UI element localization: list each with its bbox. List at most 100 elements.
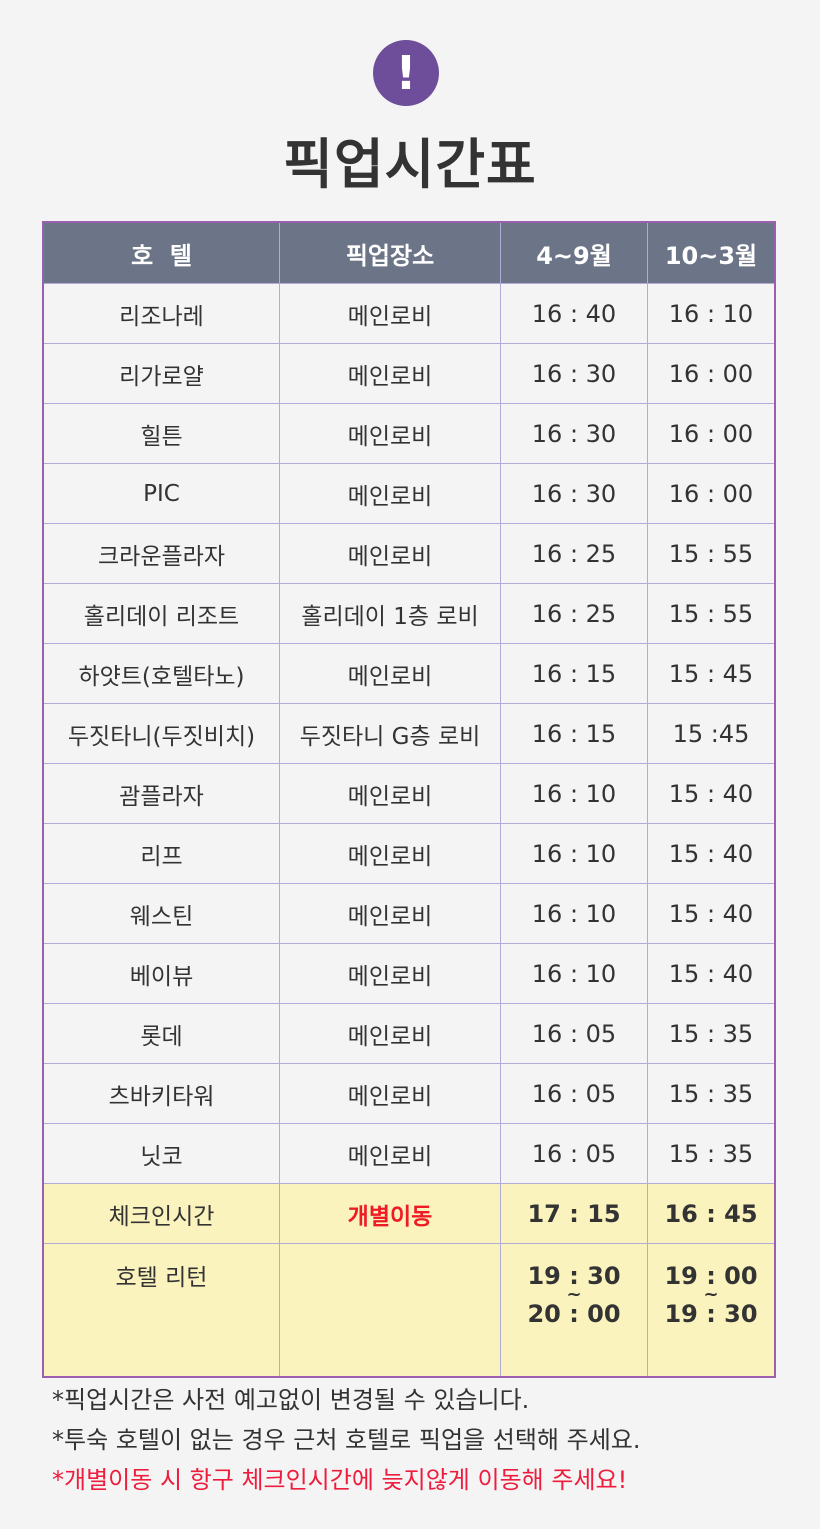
time-oct-mar: 15 : 45 — [647, 643, 776, 704]
time-oct-mar: 16 : 00 — [647, 463, 776, 524]
time-oct-mar: 16 : 00 — [647, 343, 776, 404]
hotel-name: 홀리데이 리조트 — [42, 583, 280, 644]
table-row: 베이뷰 메인로비 16 : 10 15 : 40 — [42, 943, 776, 1004]
time-oct-mar: 15 : 40 — [647, 763, 776, 824]
table-row: 리프 메인로비 16 : 10 15 : 40 — [42, 823, 776, 884]
time-apr-sep: 16 : 10 — [500, 763, 648, 824]
hotel-name: 리조나레 — [42, 283, 280, 344]
time-apr-sep: 16 : 30 — [500, 343, 648, 404]
pickup-place: 메인로비 — [279, 1063, 501, 1124]
time-apr-sep: 16 : 10 — [500, 883, 648, 944]
pickup-place: 메인로비 — [279, 523, 501, 584]
time-apr-sep: 16 : 40 — [500, 283, 648, 344]
table-row: 크라운플라자 메인로비 16 : 25 15 : 55 — [42, 523, 776, 584]
time-oct-mar: 15 :45 — [647, 703, 776, 764]
table-row: 홀리데이 리조트 홀리데이 1층 로비 16 : 25 15 : 55 — [42, 583, 776, 644]
tilde: ~ — [703, 1284, 719, 1305]
return-summer: 19 : 30 ~ 20 : 00 — [500, 1243, 648, 1378]
pickup-place: 메인로비 — [279, 883, 501, 944]
notes: *픽업시간은 사전 예고없이 변경될 수 있습니다. *투숙 호텔이 없는 경우… — [52, 1380, 641, 1500]
tilde: ~ — [566, 1284, 582, 1305]
hotel-name: 두짓타니(두짓비치) — [42, 703, 280, 764]
hotel-name: 츠바키타워 — [42, 1063, 280, 1124]
hotel-name: 리가로얄 — [42, 343, 280, 404]
table-row: 웨스틴 메인로비 16 : 10 15 : 40 — [42, 883, 776, 944]
checkin-label: 체크인시간 — [42, 1183, 280, 1244]
checkin-summer: 17 : 15 — [500, 1183, 648, 1244]
hotel-name: 힐튼 — [42, 403, 280, 464]
hotel-name: 하얏트(호텔타노) — [42, 643, 280, 704]
pickup-place: 메인로비 — [279, 1003, 501, 1064]
pickup-place: 메인로비 — [279, 283, 501, 344]
time-oct-mar: 15 : 40 — [647, 943, 776, 1004]
time-apr-sep: 16 : 05 — [500, 1063, 648, 1124]
hotel-name: 닛코 — [42, 1123, 280, 1184]
note-warning: *개별이동 시 항구 체크인시간에 늦지않게 이동해 주세요! — [52, 1466, 628, 1494]
hotel-name: 웨스틴 — [42, 883, 280, 944]
table-row: PIC 메인로비 16 : 30 16 : 00 — [42, 463, 776, 524]
time-apr-sep: 16 : 25 — [500, 583, 648, 644]
return-summer-to: 20 : 00 — [527, 1300, 621, 1328]
time-oct-mar: 15 : 40 — [647, 823, 776, 884]
note: *픽업시간은 사전 예고없이 변경될 수 있습니다. — [52, 1386, 530, 1414]
time-apr-sep: 16 : 05 — [500, 1123, 648, 1184]
table-header: 호 텔 픽업장소 4~9월 10~3월 — [42, 221, 776, 284]
time-oct-mar: 15 : 55 — [647, 523, 776, 584]
table-row: 두짓타니(두짓비치) 두짓타니 G층 로비 16 : 15 15 :45 — [42, 703, 776, 764]
return-row: 호텔 리턴 19 : 30 ~ 20 : 00 19 : 00 ~ 19 : 3… — [42, 1243, 776, 1378]
hotel-name: 괌플라자 — [42, 763, 280, 824]
pickup-timetable: 호 텔 픽업장소 4~9월 10~3월 리조나레 메인로비 16 : 40 16 : … — [42, 221, 776, 1378]
hotel-name: 베이뷰 — [42, 943, 280, 1004]
pickup-place: 메인로비 — [279, 343, 501, 404]
table-row: 츠바키타워 메인로비 16 : 05 15 : 35 — [42, 1063, 776, 1124]
return-summer-from: 19 : 30 — [527, 1262, 621, 1290]
time-apr-sep: 16 : 15 — [500, 643, 648, 704]
time-apr-sep: 16 : 10 — [500, 943, 648, 1004]
checkin-place: 개별이동 — [279, 1183, 501, 1244]
table-row: 리조나레 메인로비 16 : 40 16 : 10 — [42, 283, 776, 344]
time-oct-mar: 15 : 55 — [647, 583, 776, 644]
column-oct-mar: 10~3월 — [647, 221, 776, 284]
hotel-name: PIC — [42, 463, 280, 524]
column-apr-sep: 4~9월 — [500, 221, 648, 284]
table-row: 힐튼 메인로비 16 : 30 16 : 00 — [42, 403, 776, 464]
checkin-winter: 16 : 45 — [647, 1183, 776, 1244]
time-apr-sep: 16 : 05 — [500, 1003, 648, 1064]
table-row: 리가로얄 메인로비 16 : 30 16 : 00 — [42, 343, 776, 404]
pickup-place: 두짓타니 G층 로비 — [279, 703, 501, 764]
time-apr-sep: 16 : 30 — [500, 403, 648, 464]
pickup-place: 메인로비 — [279, 463, 501, 524]
return-place — [279, 1243, 501, 1378]
time-apr-sep: 16 : 30 — [500, 463, 648, 524]
pickup-place: 메인로비 — [279, 943, 501, 1004]
return-label: 호텔 리턴 — [42, 1243, 280, 1378]
return-winter: 19 : 00 ~ 19 : 30 — [647, 1243, 776, 1378]
time-oct-mar: 15 : 40 — [647, 883, 776, 944]
hotel-name: 리프 — [42, 823, 280, 884]
table-row: 닛코 메인로비 16 : 05 15 : 35 — [42, 1123, 776, 1184]
hotel-name: 롯데 — [42, 1003, 280, 1064]
pickup-place: 메인로비 — [279, 643, 501, 704]
pickup-place: 메인로비 — [279, 1123, 501, 1184]
time-apr-sep: 16 : 25 — [500, 523, 648, 584]
time-oct-mar: 15 : 35 — [647, 1063, 776, 1124]
table-row: 괌플라자 메인로비 16 : 10 15 : 40 — [42, 763, 776, 824]
page-title: 픽업시간표 — [283, 133, 537, 196]
time-oct-mar: 16 : 10 — [647, 283, 776, 344]
time-oct-mar: 15 : 35 — [647, 1003, 776, 1064]
time-apr-sep: 16 : 15 — [500, 703, 648, 764]
column-pickup-place: 픽업장소 — [279, 221, 501, 284]
table-row: 하얏트(호텔타노) 메인로비 16 : 15 15 : 45 — [42, 643, 776, 704]
pickup-place: 홀리데이 1층 로비 — [279, 583, 501, 644]
exclamation-icon: ! — [373, 40, 439, 106]
table-row: 롯데 메인로비 16 : 05 15 : 35 — [42, 1003, 776, 1064]
checkin-row: 체크인시간 개별이동 17 : 15 16 : 45 — [42, 1183, 776, 1244]
return-winter-from: 19 : 00 — [664, 1262, 758, 1290]
time-oct-mar: 16 : 00 — [647, 403, 776, 464]
hotel-name: 크라운플라자 — [42, 523, 280, 584]
return-winter-to: 19 : 30 — [664, 1300, 758, 1328]
pickup-place: 메인로비 — [279, 403, 501, 464]
time-oct-mar: 15 : 35 — [647, 1123, 776, 1184]
pickup-place: 메인로비 — [279, 763, 501, 824]
note: *투숙 호텔이 없는 경우 근처 호텔로 픽업을 선택해 주세요. — [52, 1426, 641, 1454]
